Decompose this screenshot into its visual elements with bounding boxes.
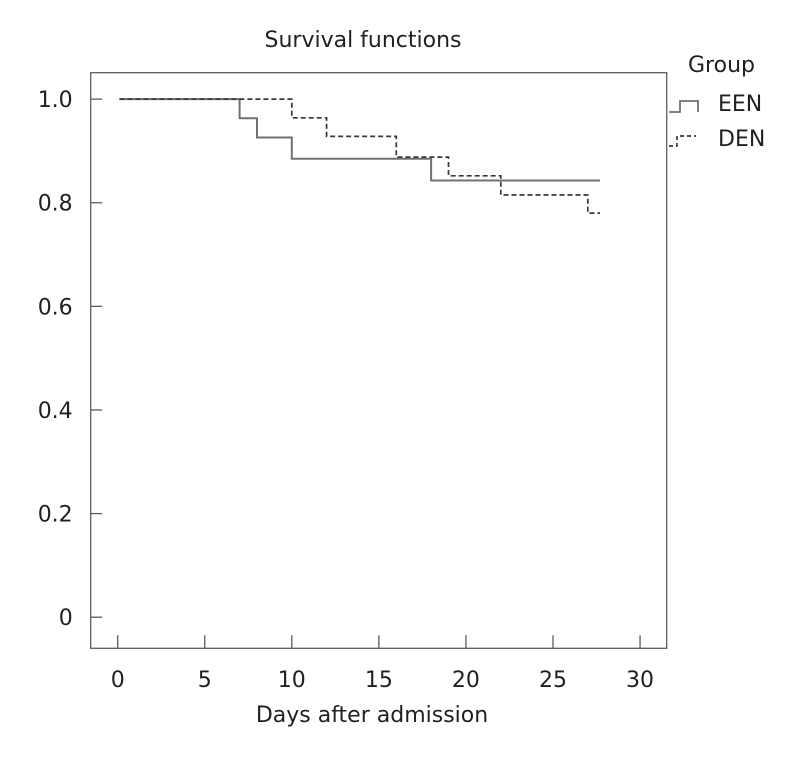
survival-curve-een xyxy=(119,98,600,182)
x-tick-label: 20 xyxy=(452,668,480,693)
x-tick-label: 30 xyxy=(626,668,654,693)
y-tick-label: 0.2 xyxy=(38,503,73,528)
x-tick-label: 0 xyxy=(111,668,125,693)
legend-entry-den: DEN xyxy=(668,127,786,152)
een-solid-step-icon xyxy=(669,99,699,113)
legend: Group EEN DEN xyxy=(668,53,786,162)
y-tick-label: 0.8 xyxy=(38,192,73,217)
x-tick-label: 10 xyxy=(278,668,306,693)
chart-title: Survival functions xyxy=(264,28,462,53)
legend-entry-label: DEN xyxy=(718,127,766,152)
legend-entry-label: EEN xyxy=(718,92,763,117)
x-tick-label: 25 xyxy=(539,668,567,693)
den-dashed-step-icon xyxy=(669,134,696,147)
y-tick-label: 0.4 xyxy=(38,399,73,424)
legend-title: Group xyxy=(688,53,755,78)
y-tick-label: 1.0 xyxy=(38,88,73,113)
y-tick-label: 0 xyxy=(59,606,73,631)
legend-entry-een: EEN xyxy=(668,92,786,117)
x-axis-label: Days after admission xyxy=(255,703,489,728)
survival-curve-den xyxy=(119,98,600,214)
y-tick-label: 0.6 xyxy=(38,295,73,320)
x-tick-label: 15 xyxy=(365,668,393,693)
x-tick-label: 5 xyxy=(198,668,212,693)
